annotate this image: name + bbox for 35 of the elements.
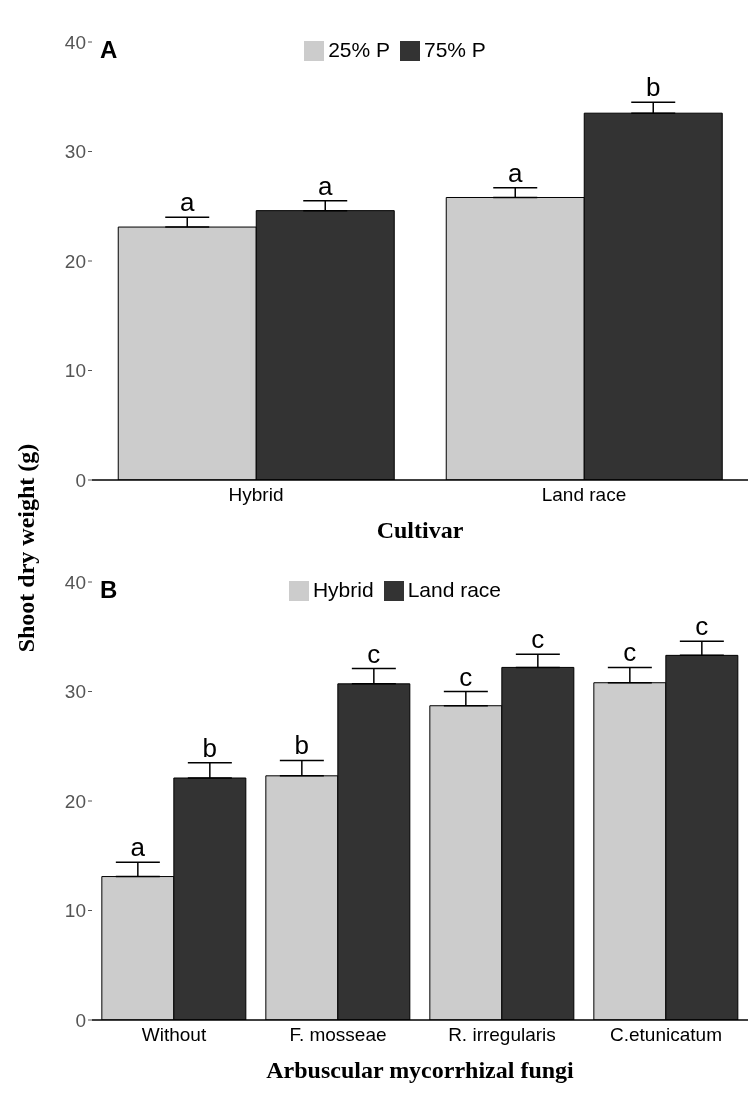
data-label: a [180, 187, 196, 218]
x-axis-title: Arbuscular mycorrhizal fungi [266, 1057, 575, 1083]
y-tick-label: 0 [75, 469, 86, 491]
data-label: c [367, 638, 381, 669]
x-tick-label: C.etunicatum [610, 1024, 722, 1046]
y-tick-label: 10 [64, 360, 86, 382]
data-label: b [646, 72, 661, 103]
y-tick-label: 20 [64, 790, 86, 812]
x-tick-label: F. mosseae [289, 1024, 387, 1046]
legend-label: 25% P [328, 38, 390, 61]
legend-label: Hybrid [312, 578, 374, 601]
y-tick-label: 30 [64, 681, 86, 703]
x-tick-label: Without [141, 1024, 207, 1046]
data-label: c [531, 624, 545, 655]
y-tick-label: 30 [64, 141, 86, 163]
data-label: c [695, 611, 709, 642]
y-tick-label: 0 [75, 1009, 86, 1031]
data-label: c [623, 637, 637, 668]
data-label: a [508, 157, 524, 188]
chart-title: A [100, 36, 118, 64]
data-label: a [130, 832, 146, 863]
y-tick-label: 20 [64, 250, 86, 272]
y-axis-title: Shoot dry weight (g) [13, 443, 39, 653]
data-label: c [459, 661, 473, 692]
y-tick-label: 40 [64, 31, 86, 53]
legend-label: Land race [407, 578, 502, 601]
legend-label: 75% P [424, 38, 486, 61]
chart-title: B [100, 576, 118, 604]
y-tick-label: 40 [64, 571, 86, 593]
data-label: a [318, 170, 334, 201]
x-axis-title: Cultivar [376, 517, 464, 543]
data-label: b [294, 730, 310, 761]
x-tick-label: R. irregularis [448, 1024, 556, 1046]
data-label: b [202, 732, 218, 763]
y-tick-label: 10 [64, 900, 86, 922]
